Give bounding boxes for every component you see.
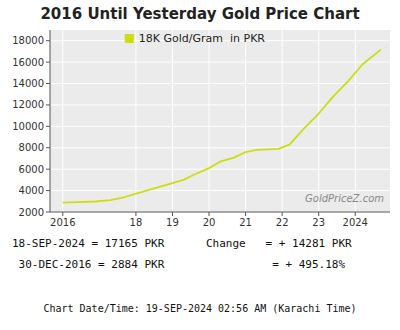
tick-label: 20	[203, 217, 216, 228]
grid-line	[50, 169, 390, 170]
grid-line	[245, 30, 246, 212]
tick-mark	[46, 212, 50, 213]
tick-label: 2000	[19, 207, 44, 218]
tick-mark	[46, 147, 50, 148]
tick-mark	[318, 212, 319, 216]
tick-mark	[46, 169, 50, 170]
tick-mark	[282, 212, 283, 216]
grid-line	[62, 30, 63, 212]
info-text: Change = + 14281 PKR	[206, 237, 352, 250]
tick-mark	[135, 212, 136, 216]
plot-marks	[63, 50, 381, 203]
info-text: = + 495.18%	[206, 258, 345, 271]
grid-line	[282, 30, 283, 212]
watermark: GoldPriceZ.com	[305, 193, 384, 204]
tick-mark	[46, 83, 50, 84]
footer: Chart Date/Time: 19-SEP-2024 02:56 AM (K…	[43, 303, 356, 314]
grid-line	[50, 147, 390, 148]
tick-mark	[355, 212, 356, 216]
title: 2016 Until Yesterday Gold Price Chart	[40, 5, 359, 23]
x-axis	[50, 212, 390, 213]
tick-label: 19	[166, 217, 179, 228]
grid-line	[355, 30, 356, 212]
grid-line	[50, 212, 390, 213]
tick-label: 18000	[12, 35, 44, 46]
tick-mark	[245, 212, 246, 216]
grid-line	[209, 30, 210, 212]
legend: 18K Gold/Gram in PKR	[125, 32, 266, 45]
grid-line	[50, 83, 390, 84]
tick-label: 10000	[12, 121, 44, 132]
grid-line	[50, 126, 390, 127]
grid-line	[50, 62, 390, 63]
legend-swatch	[125, 34, 134, 43]
grid-line	[135, 30, 136, 212]
y-axis	[50, 30, 51, 212]
tick-label: 2024	[343, 217, 368, 228]
chart: 2016 Until Yesterday Gold Price Chart 200…	[0, 0, 400, 330]
info-text: 18-SEP-2024 = 17165 PKR	[12, 237, 165, 250]
info-text: 30-DEC-2016 = 2884 PKR	[12, 258, 165, 271]
line	[63, 50, 381, 203]
grid-line	[50, 104, 390, 105]
tick-label: 12000	[12, 99, 44, 110]
tick-mark	[209, 212, 210, 216]
tick-label: 16000	[12, 57, 44, 68]
tick-label: 14000	[12, 78, 44, 89]
tick-label: 21	[239, 217, 252, 228]
grid-line	[50, 190, 390, 191]
tick-mark	[46, 126, 50, 127]
grid-line	[318, 30, 319, 212]
tick-label: 18	[130, 217, 143, 228]
tick-label: 2016	[50, 217, 75, 228]
tick-mark	[46, 62, 50, 63]
grid-line	[172, 30, 173, 212]
tick-mark	[46, 190, 50, 191]
tick-label: 22	[276, 217, 289, 228]
tick-mark	[172, 212, 173, 216]
tick-label: 6000	[19, 164, 44, 175]
tick-mark	[62, 212, 63, 216]
tick-mark	[46, 40, 50, 41]
tick-mark	[46, 104, 50, 105]
legend-label: 18K Gold/Gram in PKR	[139, 32, 266, 45]
tick-label: 8000	[19, 142, 44, 153]
tick-label: 23	[312, 217, 325, 228]
plot-area	[50, 30, 390, 212]
tick-label: 4000	[19, 185, 44, 196]
